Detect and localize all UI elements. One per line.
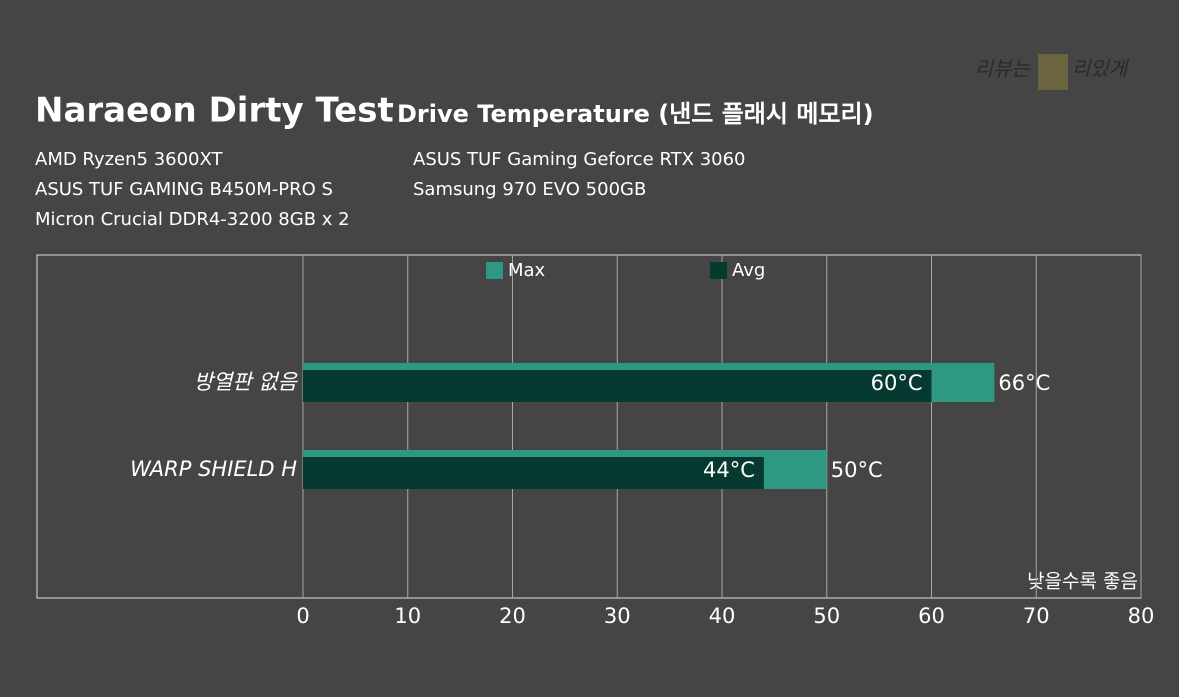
watermark: 리뷰는 xyxy=(975,57,1032,81)
spec: Micron Crucial DDR4-3200 8GB x 2 xyxy=(35,209,350,230)
spec: ASUS TUF GAMING B450M-PRO S xyxy=(35,179,333,200)
x-tick-label: 70 xyxy=(1023,604,1050,628)
data-label: 50°C xyxy=(831,458,883,482)
watermark: 리있게 xyxy=(1072,57,1130,81)
x-tick-label: 60 xyxy=(918,604,945,628)
annotation: 낮을수록 좋음 xyxy=(1027,571,1138,593)
y-tick-label: WARP SHIELD H xyxy=(130,457,297,481)
x-tick-label: 50 xyxy=(813,604,840,628)
x-tick-label: 40 xyxy=(709,604,736,628)
x-tick-label: 80 xyxy=(1128,604,1155,628)
legend-swatch xyxy=(710,262,727,279)
data-label: 44°C xyxy=(703,458,755,482)
y-tick-label: 방열판 없음 xyxy=(194,370,299,394)
spec: AMD Ryzen5 3600XT xyxy=(35,149,224,170)
data-label: 66°C xyxy=(998,371,1050,395)
x-tick-label: 20 xyxy=(499,604,526,628)
chart-subtitle: Drive Temperature (낸드 플래시 메모리) xyxy=(397,100,874,128)
legend-swatch xyxy=(486,262,503,279)
bar xyxy=(303,370,932,402)
bar xyxy=(303,457,764,489)
legend-label: Avg xyxy=(732,260,765,281)
legend-label: Max xyxy=(508,260,546,281)
data-label: 60°C xyxy=(871,371,923,395)
watermark-icon xyxy=(1038,54,1068,90)
x-tick-label: 0 xyxy=(296,604,309,628)
x-tick-label: 10 xyxy=(394,604,421,628)
x-tick-label: 30 xyxy=(604,604,631,628)
spec: ASUS TUF Gaming Geforce RTX 3060 xyxy=(413,149,746,170)
spec: Samsung 970 EVO 500GB xyxy=(413,179,646,200)
chart-title: Naraeon Dirty Test xyxy=(35,91,394,131)
